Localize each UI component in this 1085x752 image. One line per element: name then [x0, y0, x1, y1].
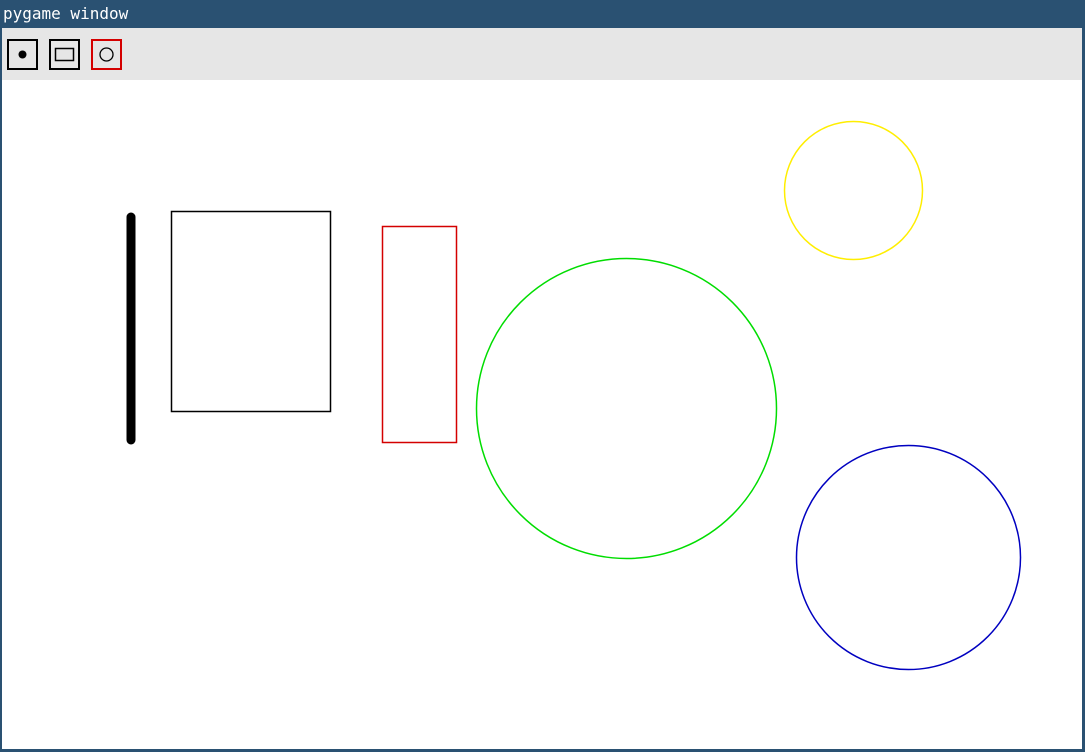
window-title: pygame window — [3, 4, 129, 23]
circle-icon — [99, 47, 114, 62]
rectangle-icon — [54, 47, 75, 62]
shape-green-circle — [475, 257, 778, 560]
window-client-area — [2, 28, 1082, 749]
shape-black-rectangle — [170, 210, 332, 413]
circle-tool-button[interactable] — [91, 39, 122, 70]
shape-red-rectangle — [381, 225, 458, 444]
rectangle-tool-button[interactable] — [49, 39, 80, 70]
title-bar[interactable]: pygame window — [0, 0, 1085, 28]
shape-blue-circle — [795, 444, 1022, 671]
brush-tool-button[interactable] — [7, 39, 38, 70]
dot-brush-icon — [18, 50, 27, 59]
canvas-drawing — [126, 120, 1022, 671]
tool-palette — [2, 28, 1082, 80]
drawing-canvas[interactable] — [2, 80, 1082, 749]
shape-yellow-circle — [783, 120, 924, 261]
